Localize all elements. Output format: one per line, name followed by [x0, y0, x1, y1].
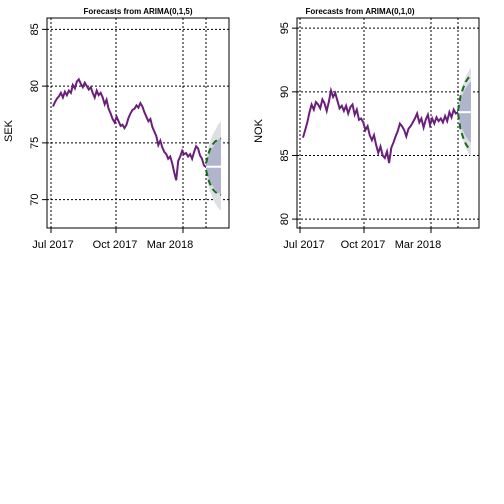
- y-tick-label: 75: [29, 137, 41, 149]
- sek-forecast-panel: Forecasts from ARIMA(0,1,5) 70 75 80 85 Jul …: [3, 7, 230, 251]
- upper-bound-line: [205, 137, 222, 164]
- plot-frame: [296, 17, 480, 229]
- series-line: [302, 86, 459, 164]
- y-axis-label: SEK: [3, 119, 15, 142]
- lower-bound-line: [457, 113, 472, 150]
- x-tick-label: Jul 2017: [283, 239, 325, 251]
- y-tick-label: 85: [279, 149, 291, 161]
- y-tick-label: 80: [29, 80, 41, 92]
- lower-bound-line: [205, 169, 222, 197]
- y-tick-label: 70: [29, 193, 41, 205]
- nok-forecast-panel: Forecasts from ARIMA(0,1,0) 80 85 90 95 Jul …: [253, 7, 480, 251]
- upper-bound-line: [457, 75, 472, 112]
- series-line: [52, 77, 207, 181]
- y-tick-label: 90: [279, 86, 291, 98]
- y-tick-label: 80: [279, 213, 291, 225]
- y-axis-label: NOK: [253, 118, 265, 143]
- x-tick-label: Jul 2017: [32, 239, 74, 251]
- chart-title: Forecasts from ARIMA(0,1,5): [83, 7, 192, 16]
- x-tick-label: Oct 2017: [341, 239, 386, 251]
- x-tick-label: Mar 2018: [147, 239, 193, 251]
- plot-frame: [46, 17, 230, 229]
- x-tick-label: Mar 2018: [395, 239, 441, 251]
- x-tick-label: Oct 2017: [93, 239, 138, 251]
- y-tick-label: 95: [279, 22, 291, 34]
- y-tick-label: 85: [29, 23, 41, 35]
- chart-title: Forecasts from ARIMA(0,1,0): [305, 7, 414, 16]
